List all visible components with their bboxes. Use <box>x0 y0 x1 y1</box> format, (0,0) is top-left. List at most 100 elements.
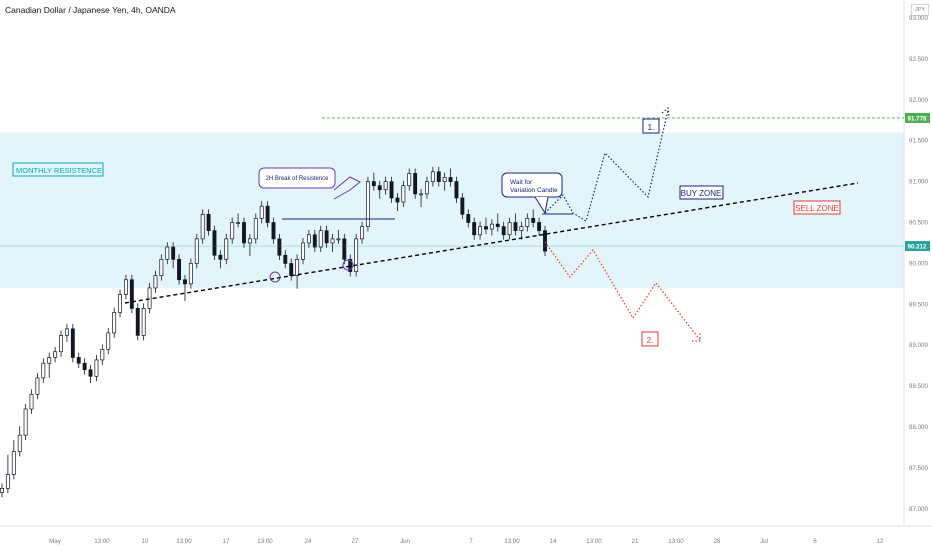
break-arrow <box>333 176 361 200</box>
price-tick-label: 89.500 <box>909 301 928 308</box>
candle-body <box>371 181 376 187</box>
candle-body <box>224 238 229 260</box>
target-price-badge <box>905 112 930 123</box>
candle-body <box>259 205 264 219</box>
time-tick-label: Jun <box>400 538 411 545</box>
candle-body <box>277 238 282 256</box>
candle-body <box>70 328 75 358</box>
candle-body <box>35 377 40 395</box>
price-tick-label: 90.500 <box>909 220 928 227</box>
time-tick-label: 12 <box>877 538 884 545</box>
candle-body <box>531 218 536 223</box>
low-marker <box>342 259 354 271</box>
candle-body <box>53 351 58 358</box>
candle-body <box>118 294 122 313</box>
candle-body <box>147 287 152 309</box>
currency-selector[interactable]: JPY <box>911 4 929 16</box>
price-axis: 93.000 92.500 92.000 91.500 91.000 90.500 90.0… <box>909 15 928 513</box>
candle-body <box>283 254 288 264</box>
time-tick-label: 17 <box>223 538 230 545</box>
candle-body <box>212 230 217 256</box>
candle-body <box>525 218 530 227</box>
candle-body <box>88 369 93 377</box>
sell-zone-label: SELL ZONE <box>795 204 839 213</box>
candle-body <box>59 335 63 353</box>
time-tick-label: 7 <box>469 538 473 545</box>
candle-body <box>377 185 382 191</box>
candle-body <box>484 226 488 230</box>
candle-body <box>159 258 164 277</box>
candle-body <box>442 177 447 182</box>
candle-body <box>247 238 252 244</box>
buy-zone-box <box>679 185 724 200</box>
time-tick-label: 13:00 <box>94 538 110 545</box>
candle-body <box>448 177 453 182</box>
candle-body <box>106 332 111 350</box>
monthly-resistance-label: MONTHLY RESISTENCE <box>16 166 102 175</box>
candle-body <box>123 279 128 295</box>
candle-body <box>425 181 429 195</box>
candle-body <box>430 171 435 182</box>
candle-body <box>354 238 359 272</box>
candle-body <box>5 474 10 489</box>
candle-body <box>324 230 329 244</box>
candle-body <box>29 393 34 410</box>
candle-body <box>306 234 311 244</box>
candle-body <box>200 213 205 240</box>
wait-label-pointer <box>534 196 549 215</box>
candle-body <box>135 308 140 336</box>
candle-body <box>194 238 199 264</box>
candle-body <box>513 222 518 232</box>
candle-body <box>153 275 158 289</box>
candle-body <box>413 173 418 195</box>
candle-body <box>141 308 146 336</box>
candle-body <box>271 222 276 240</box>
candle-body <box>348 258 353 272</box>
bullish-arrowhead <box>661 106 670 117</box>
time-tick-label: 10 <box>142 538 149 545</box>
candle-body <box>365 181 370 227</box>
price-tick-label: 88.500 <box>909 383 928 390</box>
drawings <box>0 106 904 342</box>
time-tick-label: 27 <box>352 538 359 545</box>
current-price-label: 90.212 <box>908 244 927 251</box>
monthly-resistance-zone <box>0 132 904 288</box>
candle-body <box>342 238 347 260</box>
time-tick-label: 21 <box>632 538 639 545</box>
annotations: MONTHLY RESISTENCE 2H Break of Resistence… <box>12 112 930 347</box>
candle-body <box>436 171 441 182</box>
candle-body <box>295 258 300 277</box>
current-price-badge <box>905 241 930 252</box>
candle-body <box>177 258 182 281</box>
candle-body <box>183 279 187 285</box>
candle-body <box>336 238 341 241</box>
candle-body <box>236 222 241 224</box>
trendline <box>124 182 859 304</box>
time-axis: May 13:00 10 13:00 17 13:00 24 27 Jun 7 13:00 14 13:… <box>49 538 884 545</box>
candle-body <box>466 213 471 223</box>
price-tick-label: 87.000 <box>909 506 928 513</box>
candle-body <box>11 451 16 475</box>
monthly-resistance-box <box>12 162 104 177</box>
price-tick-label: 92.000 <box>909 97 928 104</box>
break-label: 2H Break of Resistence <box>265 176 329 182</box>
time-tick-label: 13:00 <box>176 538 192 545</box>
time-tick-label: 6 <box>813 538 817 545</box>
candle-body <box>0 488 4 493</box>
candle-body <box>401 185 406 203</box>
candle-body <box>330 238 335 244</box>
candle-body <box>537 222 542 232</box>
bullish-projection <box>544 109 669 222</box>
candle-body <box>165 246 170 260</box>
candle-body <box>41 362 46 379</box>
candle-body <box>76 357 81 364</box>
price-tick-label: 91.500 <box>909 138 928 145</box>
price-tick-label: 93.000 <box>909 15 928 22</box>
break-label-box <box>258 167 336 189</box>
low-marker <box>269 271 281 283</box>
wait-label-box <box>501 172 563 198</box>
wait-label-line1: Wait for <box>510 179 533 186</box>
candle-body <box>454 181 459 199</box>
time-tick-label: 13:00 <box>586 538 602 545</box>
